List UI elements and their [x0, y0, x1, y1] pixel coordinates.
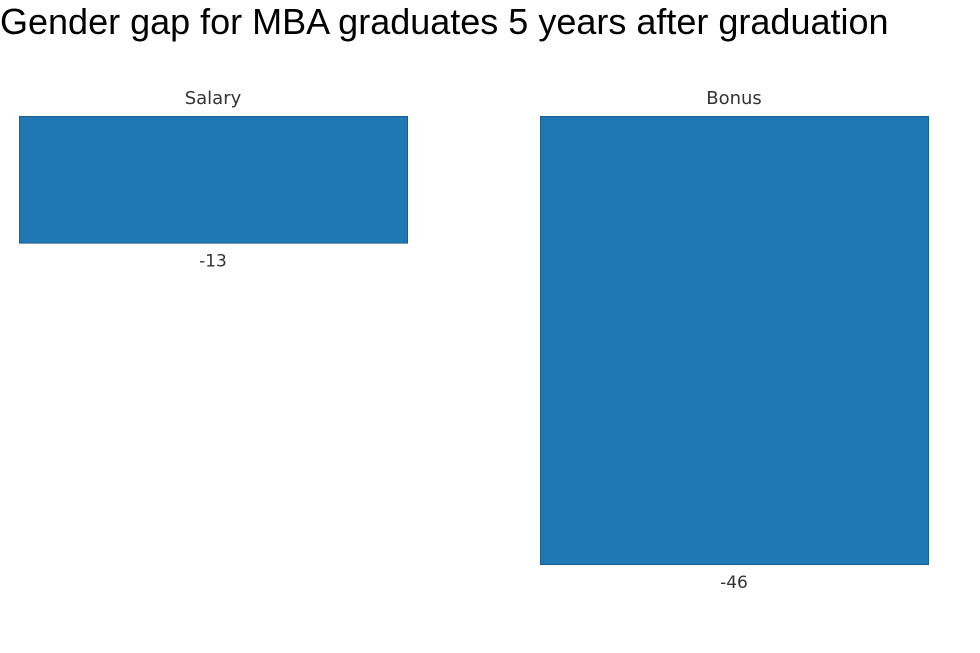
- facet-label-bonus: Bonus: [706, 88, 762, 109]
- facet-label-salary: Salary: [185, 88, 242, 109]
- bar-salary: [19, 116, 408, 244]
- bar-bonus: [540, 116, 929, 565]
- data-label-salary: -13: [199, 252, 227, 272]
- chart-title: Gender gap for MBA graduates 5 years aft…: [0, 1, 889, 42]
- data-label-bonus: -46: [720, 573, 748, 593]
